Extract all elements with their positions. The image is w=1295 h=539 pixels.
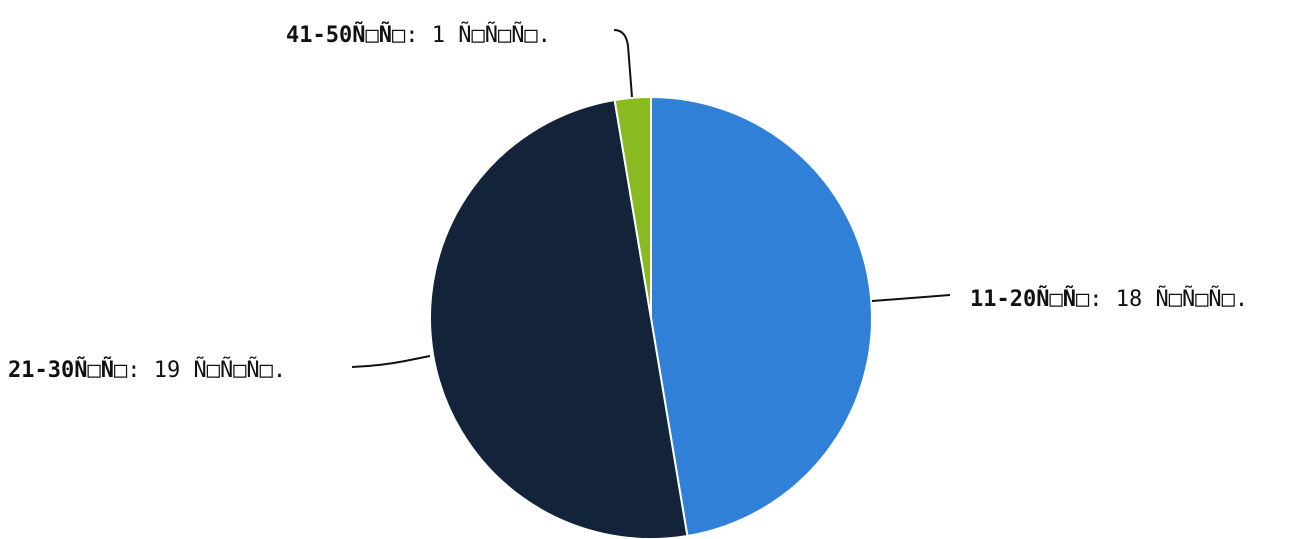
data-label-category: 41-50Ñ□Ñ□ <box>286 22 406 48</box>
pie-slice-2 <box>429 98 689 539</box>
data-label-1: 11-20Ñ□Ñ□: 18 Ñ□Ñ□Ñ□. <box>970 285 1248 312</box>
slices-group <box>429 95 873 539</box>
data-label-3: 41-50Ñ□Ñ□: 1 Ñ□Ñ□Ñ□. <box>286 21 551 48</box>
label-connector-3 <box>613 29 633 98</box>
data-label-category: 11-20Ñ□Ñ□ <box>970 286 1090 312</box>
data-label-value: 1 Ñ□Ñ□Ñ□. <box>432 21 551 48</box>
data-label-value: 19 Ñ□Ñ□Ñ□. <box>154 356 286 383</box>
data-label-category: 21-30Ñ□Ñ□ <box>8 357 128 383</box>
data-label-value: 18 Ñ□Ñ□Ñ□. <box>1116 285 1248 312</box>
labels-group: 11-20Ñ□Ñ□: 18 Ñ□Ñ□Ñ□. 21-30Ñ□Ñ□: 19 Ñ□Ñ□Ñ… <box>8 21 1248 383</box>
data-label-separator: : <box>1089 287 1116 312</box>
label-connector-2 <box>351 355 431 368</box>
pie-slice-1 <box>650 95 873 538</box>
data-label-separator: : <box>405 23 432 48</box>
pie-slice-3 <box>613 95 652 319</box>
data-label-2: 21-30Ñ□Ñ□: 19 Ñ□Ñ□Ñ□. <box>8 356 286 383</box>
data-label-separator: : <box>127 358 154 383</box>
connectors-group <box>351 29 951 368</box>
label-connector-1 <box>871 294 951 302</box>
